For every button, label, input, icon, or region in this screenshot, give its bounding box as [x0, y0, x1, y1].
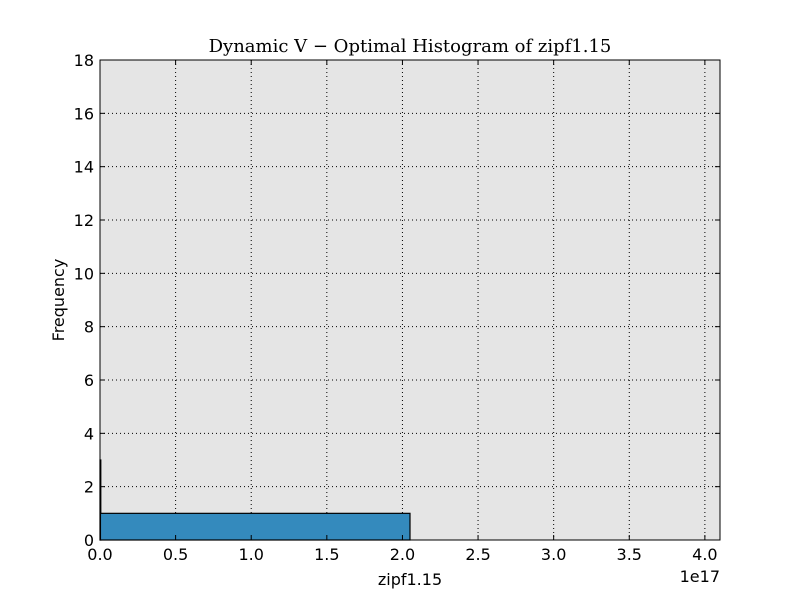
grid-lines [99, 59, 720, 541]
plot-frame [99, 59, 721, 541]
x-axis-label: zipf1.15 [378, 570, 442, 589]
x-tick-label: 2.0 [390, 545, 415, 564]
y-tick-label: 6 [84, 371, 94, 390]
y-tick-label: 16 [74, 104, 94, 123]
x-axis-offset-text: 1e17 [680, 567, 720, 586]
y-tick-label: 4 [84, 424, 94, 443]
x-tick-label: 4.0 [692, 545, 717, 564]
x-tick-label: 3.5 [617, 545, 642, 564]
y-axis-label: Frequency [49, 259, 68, 342]
plot-area [100, 60, 720, 540]
x-tick-label: 0.5 [163, 545, 188, 564]
y-tick-label: 8 [84, 318, 94, 337]
y-tick-label: 18 [74, 51, 94, 70]
x-tick-label: 2.5 [465, 545, 490, 564]
chart-title: Dynamic V − Optimal Histogram of zipf1.1… [209, 36, 612, 57]
y-tick-label: 12 [74, 211, 94, 230]
y-tick-label: 10 [74, 264, 94, 283]
x-tick-label: 1.5 [314, 545, 339, 564]
histogram-bar-1 [99, 512, 411, 541]
x-tick-label: 0.0 [87, 545, 112, 564]
x-tick-label: 3.0 [541, 545, 566, 564]
y-tick-label: 0 [84, 531, 94, 550]
x-tick-label: 1.0 [238, 545, 263, 564]
ticks: 0.0 0.5 1.0 1.5 2.0 2.5 3.0 3.5 4.0 0 2 4 6 8 10 12 14 16… [74, 51, 720, 564]
y-tick-label: 14 [74, 158, 94, 177]
y-tick-label: 2 [84, 478, 94, 497]
